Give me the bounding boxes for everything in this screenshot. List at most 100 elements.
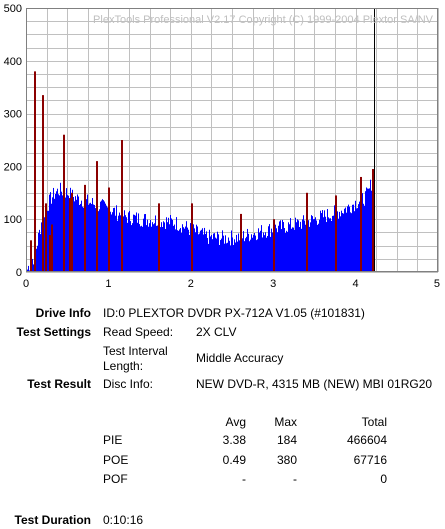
pie-bar <box>353 204 354 272</box>
pie-bar <box>37 245 38 272</box>
plot-border <box>26 8 438 272</box>
stats-row-name: PIE <box>103 433 123 447</box>
pie-bar <box>321 213 322 272</box>
pie-bar <box>137 222 138 272</box>
pie-bar <box>160 227 161 272</box>
pie-bar <box>165 228 166 272</box>
pie-bar <box>249 241 250 272</box>
pie-bar <box>235 242 236 272</box>
pie-bar <box>246 236 247 272</box>
pie-bar <box>257 239 258 272</box>
pie-bar <box>323 217 324 272</box>
pie-bar <box>152 222 153 272</box>
pie-bar <box>268 226 269 272</box>
pie-bar <box>94 204 95 272</box>
pie-bar <box>270 236 271 272</box>
pie-bar <box>207 237 208 272</box>
y-tick-label: 400 <box>4 56 22 68</box>
pie-bar <box>285 232 286 272</box>
pie-bar <box>27 269 28 272</box>
pie-bar <box>329 218 330 272</box>
pie-bar <box>148 226 149 272</box>
pie-bar <box>344 208 345 272</box>
pie-bar <box>320 210 321 272</box>
pie-bar <box>316 220 317 272</box>
pie-bar <box>222 230 223 272</box>
pie-bar <box>111 214 112 272</box>
pie-bar <box>186 221 187 272</box>
pie-bar <box>328 217 329 272</box>
pie-bar <box>226 243 227 272</box>
pie-bar <box>266 237 267 272</box>
pie-bar <box>218 234 219 272</box>
pie-bar <box>68 195 69 272</box>
pie-bar <box>348 204 349 272</box>
pie-bar <box>131 225 132 272</box>
pie-bar <box>288 222 289 272</box>
pie-bar <box>282 219 283 272</box>
pie-bar <box>341 210 342 272</box>
pie-bar <box>169 224 170 272</box>
pie-bar <box>234 239 235 272</box>
pie-bar <box>79 204 80 272</box>
pie-bar <box>155 215 156 272</box>
disc-info-value: NEW DVD-R, 4315 MB (NEW) MBI 01RG20 <box>196 377 433 391</box>
pie-bar <box>213 233 214 272</box>
pie-bar <box>40 234 41 272</box>
pie-bar <box>176 217 177 272</box>
pie-bar <box>61 191 62 272</box>
pie-bar <box>123 216 124 272</box>
pie-bar <box>77 194 78 272</box>
pie-bar <box>236 234 237 272</box>
pie-bar <box>299 226 300 272</box>
pie-bar <box>133 214 134 272</box>
pie-bar <box>55 193 56 272</box>
pie-bar <box>283 222 284 272</box>
pie-bar <box>217 231 218 272</box>
pie-bar <box>129 210 130 272</box>
pie-bar <box>196 224 197 272</box>
y-axis-ticks: 0 100 200 300 400 500 <box>4 3 22 279</box>
x-tick-label: 1 <box>105 278 111 290</box>
pie-bar <box>151 226 152 272</box>
test-interval-label-line1: Test Interval <box>103 344 168 358</box>
pie-bar <box>44 217 45 272</box>
pie-bar <box>290 218 291 272</box>
pie-bar <box>171 218 172 272</box>
pie-bar <box>103 200 104 272</box>
pie-bar <box>86 199 87 272</box>
pie-bar <box>221 238 222 272</box>
pie-bar <box>38 232 39 272</box>
pie-bar <box>339 211 340 272</box>
pie-bar <box>210 236 211 272</box>
read-speed-label: Read Speed: <box>103 325 174 339</box>
pie-bar <box>269 224 270 272</box>
pie-bar <box>280 220 281 272</box>
pie-bar <box>325 216 326 272</box>
pie-bar <box>345 207 346 272</box>
pie-bar <box>211 234 212 272</box>
pie-bar <box>362 193 363 272</box>
test-settings-row: Test Settings Read Speed: 2X CLV <box>0 325 445 341</box>
pie-bar <box>154 223 155 272</box>
pie-bar <box>149 223 150 272</box>
pie-bar <box>292 227 293 272</box>
pie-bar <box>363 203 364 272</box>
pie-bar <box>184 228 185 272</box>
stats-row-total: 466604 <box>346 433 387 447</box>
pie-bar <box>232 237 233 272</box>
stats-row-total: 0 <box>380 472 387 486</box>
pie-bar <box>219 245 220 272</box>
poe-bar <box>372 169 374 272</box>
pie-bar <box>48 210 49 272</box>
pie-bar <box>183 227 184 272</box>
poe-bar <box>306 192 308 272</box>
pie-bar <box>286 230 287 272</box>
pie-bar <box>194 228 195 272</box>
pie-bar <box>227 242 228 272</box>
pie-bar <box>228 237 229 272</box>
pie-bar <box>337 211 338 272</box>
pie-bar <box>351 213 352 272</box>
pie-bar <box>233 244 234 272</box>
poe-bar <box>49 235 51 272</box>
